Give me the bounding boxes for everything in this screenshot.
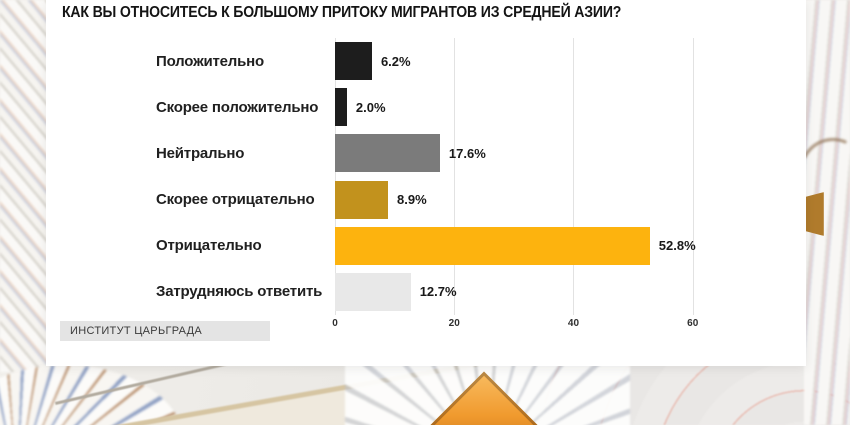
- chart-title: КАК ВЫ ОТНОСИТЕСЬ К БОЛЬШОМУ ПРИТОКУ МИГ…: [62, 4, 622, 21]
- bar: [335, 42, 372, 81]
- x-tick-label: 20: [448, 318, 460, 329]
- bar: [335, 272, 411, 311]
- background-left-shards: [0, 0, 48, 372]
- bar: [335, 226, 650, 265]
- category-label: Скорее отрицательно: [156, 191, 315, 209]
- bar-row: Скорее положительно 2.0%: [46, 84, 806, 130]
- value-label: 52.8%: [658, 238, 696, 254]
- category-label: Нейтрально: [156, 144, 245, 162]
- background-feather-fan: [345, 358, 630, 425]
- bar-track: 8.9%: [335, 180, 806, 219]
- chart-panel: КАК ВЫ ОТНОСИТЕСЬ К БОЛЬШОМУ ПРИТОКУ МИГ…: [46, 0, 806, 366]
- source-badge: ИНСТИТУТ ЦАРЬГРАДА: [60, 321, 270, 341]
- x-axis: 0 20 40 60: [332, 315, 806, 333]
- background-tilted-slab: [100, 358, 512, 425]
- bar-row: Скорее отрицательно 8.9%: [46, 177, 806, 223]
- background-fan-shape: [0, 365, 185, 425]
- background-scallop-pattern: [545, 362, 850, 425]
- bar-track: 2.0%: [335, 88, 806, 127]
- value-label: 6.2%: [380, 53, 411, 69]
- bar-track: 52.8%: [335, 226, 806, 265]
- bar: [335, 180, 389, 219]
- background-gold-pyramid: [410, 371, 558, 425]
- bar-row: Отрицательно 52.8%: [46, 223, 806, 269]
- x-tick-label: 60: [687, 318, 699, 329]
- bar-row: Положительно 6.2%: [46, 38, 806, 84]
- bar: [335, 88, 347, 127]
- category-label: Скорее положительно: [156, 98, 319, 116]
- source-label: ИНСТИТУТ ЦАРЬГРАДА: [70, 325, 203, 337]
- bar-rows: Положительно 6.2% Скорее положительно 2.0% Н…: [46, 38, 806, 315]
- bar-row: Нейтрально 17.6%: [46, 130, 806, 176]
- bar-chart: Положительно 6.2% Скорее положительно 2.0% Н…: [46, 38, 806, 315]
- value-label: 12.7%: [419, 284, 457, 300]
- background-right-waves: [804, 0, 850, 425]
- background-gold-fragment: [804, 192, 824, 236]
- x-tick-label: 0: [332, 318, 338, 329]
- value-label: 17.6%: [448, 145, 486, 161]
- category-label: Затрудняюсь ответить: [156, 283, 323, 301]
- value-label: 8.9%: [397, 192, 427, 208]
- bar-row: Затрудняюсь ответить 12.7%: [46, 269, 806, 315]
- bar-track: 6.2%: [335, 42, 806, 81]
- bar: [335, 134, 440, 173]
- category-label: Положительно: [156, 52, 264, 70]
- category-label: Отрицательно: [156, 237, 262, 255]
- value-label: 2.0%: [355, 99, 386, 115]
- x-tick-label: 40: [567, 318, 580, 329]
- bar-track: 17.6%: [335, 134, 806, 173]
- bar-track: 12.7%: [335, 272, 806, 311]
